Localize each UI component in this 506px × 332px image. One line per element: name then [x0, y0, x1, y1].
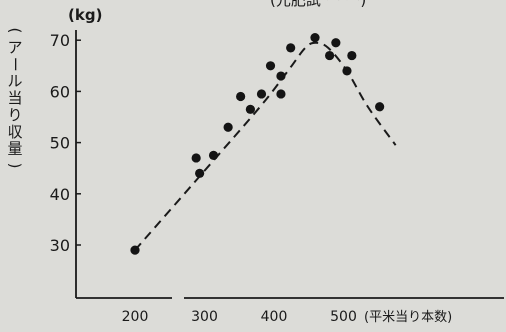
data-point	[236, 91, 246, 102]
data-point	[208, 150, 219, 160]
x-tick-label: 200	[122, 309, 149, 325]
ticks: 30 40 50 60 70 200 300 400 500	[50, 31, 357, 325]
data-point	[331, 38, 341, 48]
fitted-curve	[134, 41, 397, 251]
axes	[75, 30, 504, 299]
y-axis-label-char: ア	[7, 38, 22, 56]
y-axis-label-char: ー	[6, 57, 24, 72]
top-caption: (元肥試 ー ー)	[270, 0, 366, 9]
y-tick-label: 30	[50, 236, 70, 255]
y-axis-label-char: ル	[7, 72, 22, 90]
data-point	[191, 153, 201, 163]
data-point	[310, 33, 320, 43]
x-tick-label: 300	[191, 309, 218, 325]
x-tick-label: 400	[261, 309, 288, 325]
y-tick-label: 70	[50, 31, 70, 50]
y-axis-label-char: (	[6, 28, 24, 34]
y-tick-label: 50	[50, 134, 70, 153]
y-unit-label: (kg)	[68, 6, 102, 24]
data-point	[276, 71, 286, 81]
data-point	[347, 50, 357, 61]
data-point	[276, 89, 286, 99]
data-point	[286, 43, 296, 53]
x-axis-label: (平米当り本数)	[364, 310, 452, 325]
y-axis-label-char: り	[7, 106, 22, 124]
data-points	[130, 33, 385, 255]
y-axis-label-char: )	[6, 163, 24, 169]
y-tick-label: 60	[50, 82, 70, 101]
data-point	[223, 122, 233, 132]
data-point	[245, 104, 255, 114]
y-axis-label-char: 当	[7, 89, 22, 107]
y-tick-label: 40	[50, 185, 70, 204]
data-point	[342, 66, 352, 76]
data-point	[375, 102, 385, 112]
data-point	[195, 168, 205, 178]
y-axis-label-char: 収	[7, 123, 22, 141]
data-point	[325, 50, 335, 61]
y-axis-label-char: 量	[7, 140, 22, 158]
x-tick-label: 500	[330, 309, 357, 325]
data-point	[265, 61, 276, 71]
data-point	[130, 245, 140, 255]
data-point	[256, 89, 267, 99]
